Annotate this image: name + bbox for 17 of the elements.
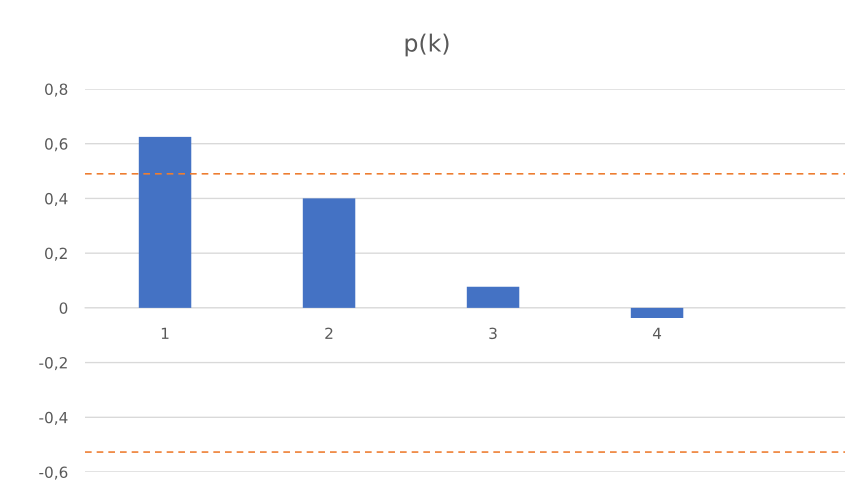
bar — [630, 308, 684, 318]
y-tick-label: -0,4 — [39, 412, 68, 425]
y-tick-label: 0,4 — [45, 192, 68, 206]
chart-title: p(k) — [406, 34, 449, 56]
bar — [302, 198, 356, 308]
y-tick-label: 0 — [60, 302, 68, 314]
y-tick-label: -0,2 — [39, 357, 67, 370]
x-tick-label: 1 — [162, 328, 168, 339]
x-tick-label: 2 — [325, 328, 332, 339]
y-tick-label: -0,6 — [39, 466, 68, 480]
x-tick-label: 3 — [489, 328, 497, 340]
y-tick-label: 0,6 — [45, 138, 68, 152]
x-tick-label: 4 — [652, 328, 662, 339]
bar — [466, 286, 520, 308]
y-tick-label: 0,8 — [45, 83, 68, 97]
y-tick-label: 0,2 — [45, 248, 67, 261]
bar — [138, 136, 192, 308]
